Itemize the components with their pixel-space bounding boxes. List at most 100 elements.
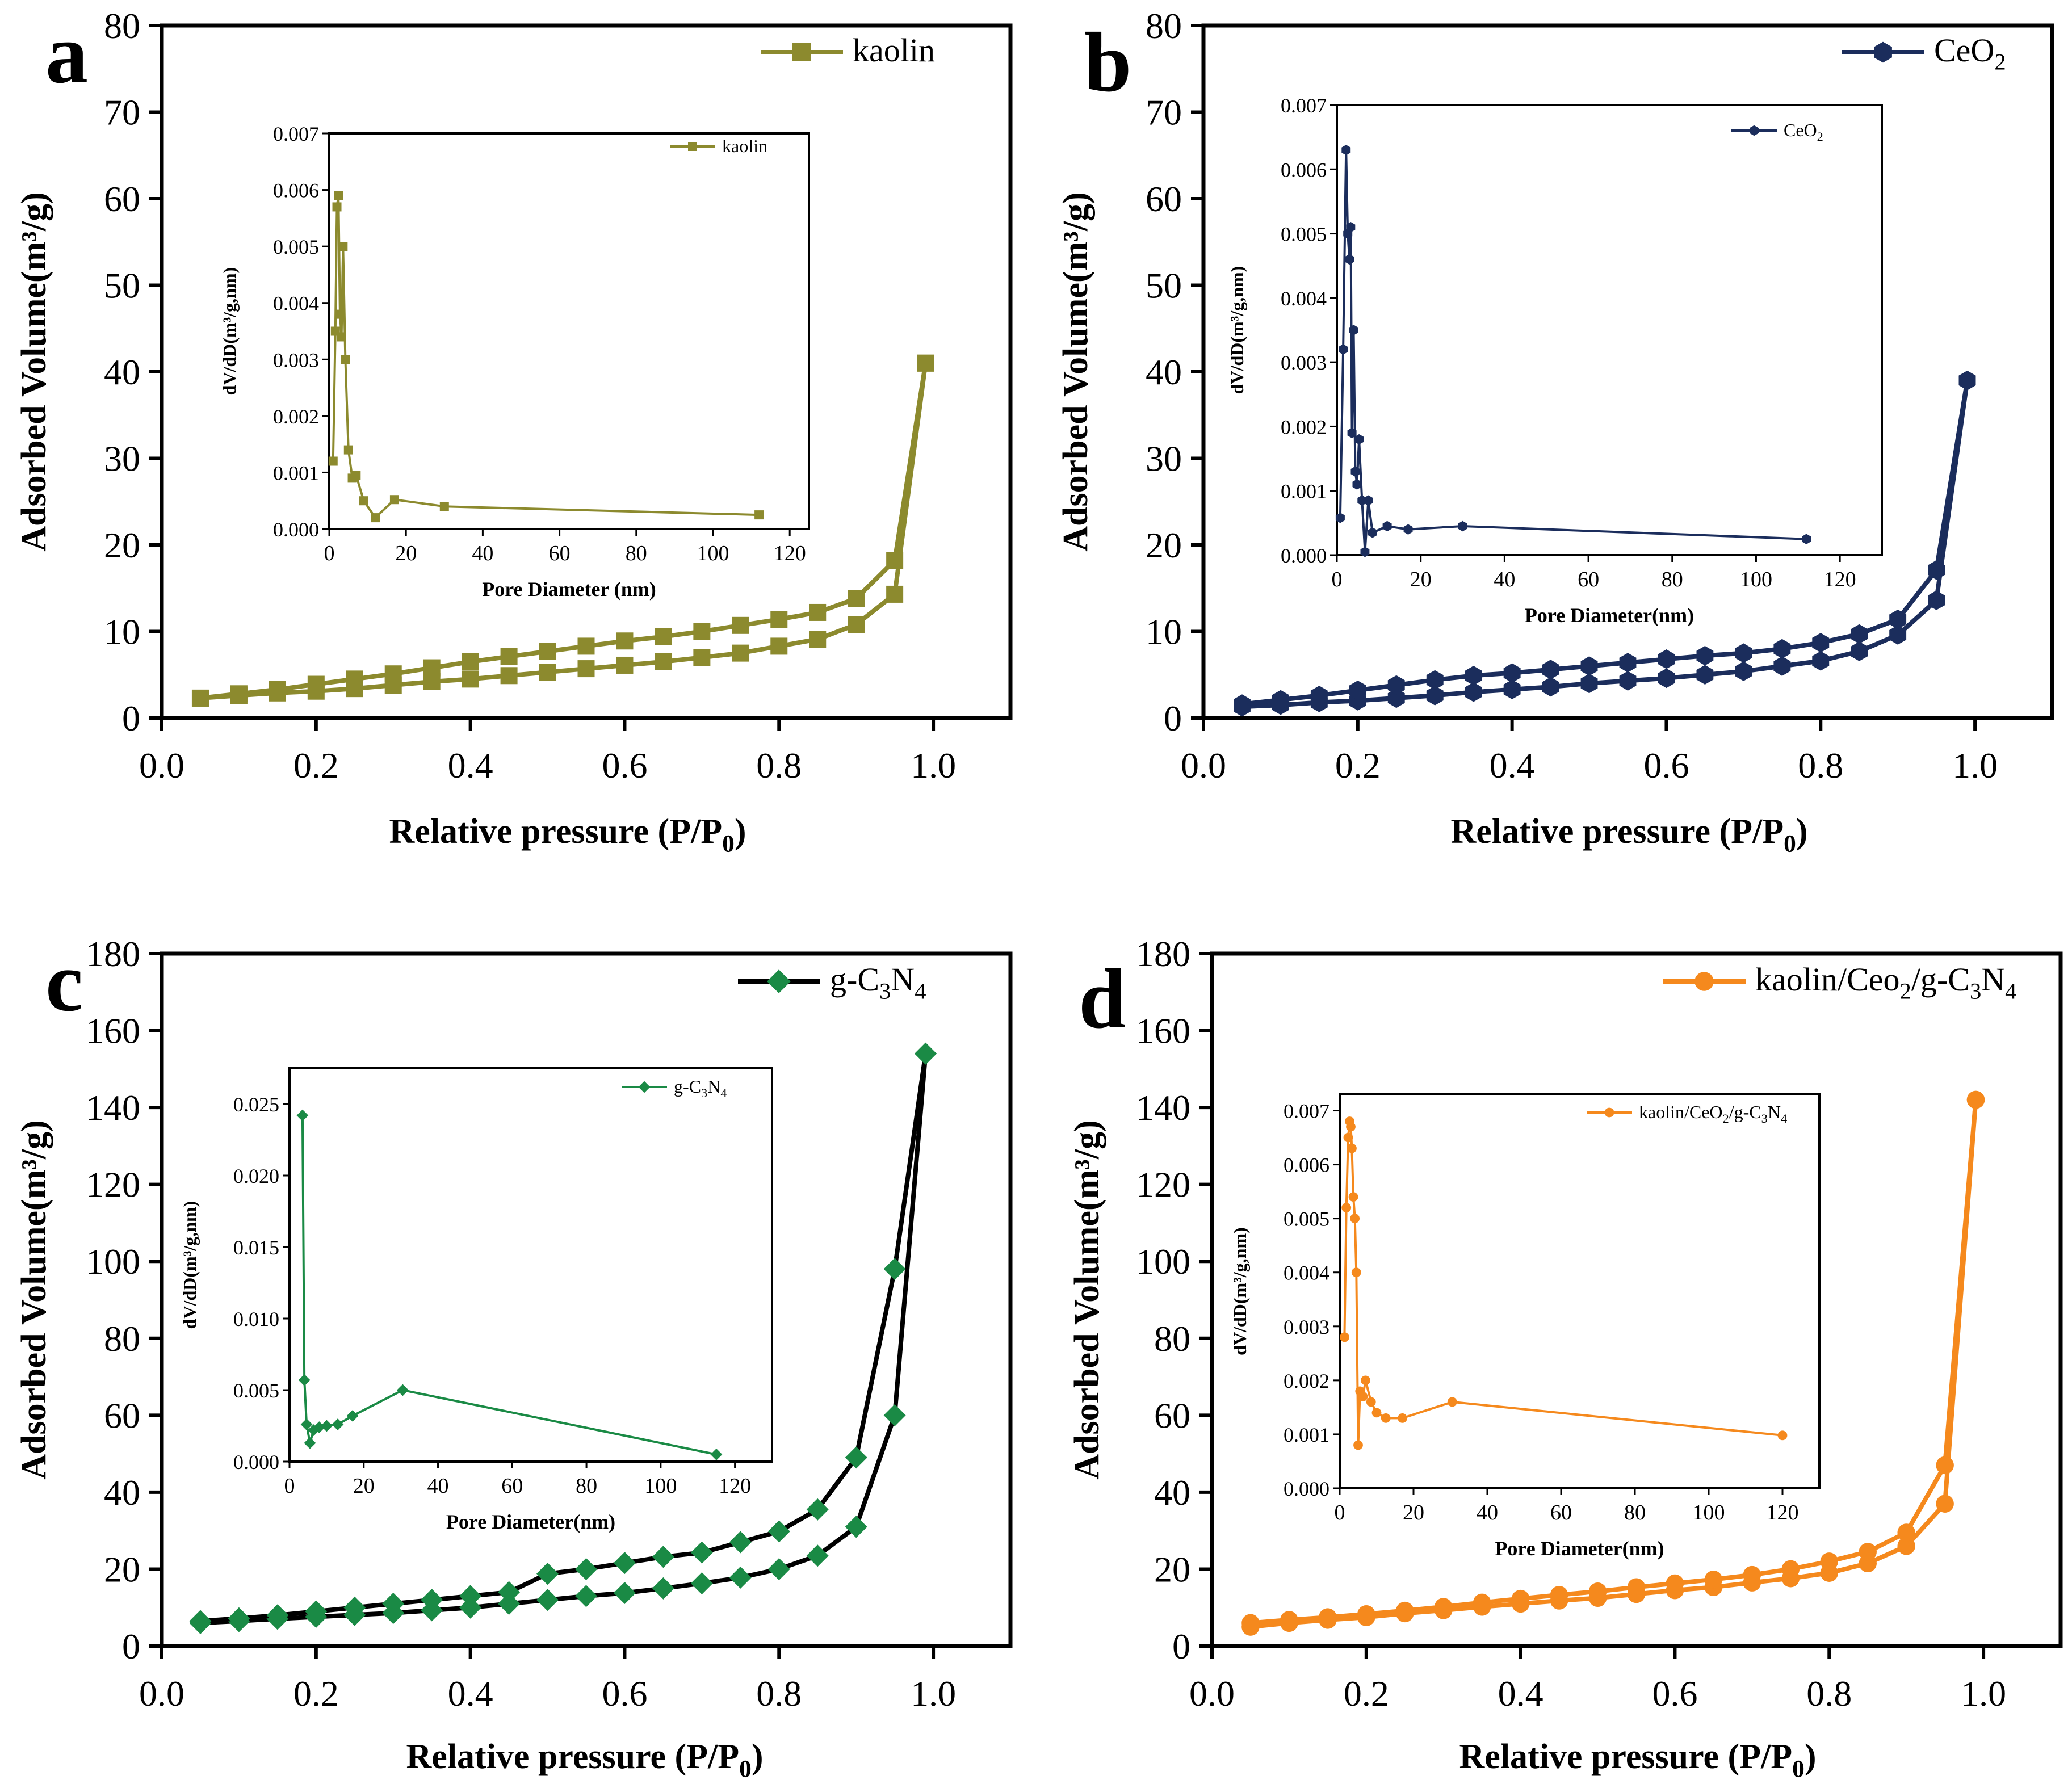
data-point	[886, 552, 904, 569]
data-point	[845, 1446, 867, 1469]
inset-data-point	[304, 1437, 316, 1449]
inset-data-point	[346, 1409, 359, 1422]
inset-y-tick-label: 0.007	[1284, 1100, 1329, 1123]
data-point	[1812, 651, 1830, 671]
data-point	[690, 1572, 713, 1595]
inset-data-point	[334, 191, 343, 200]
y-tick-label: 30	[1146, 439, 1182, 479]
inset-data-point	[1348, 1192, 1358, 1202]
data-point	[423, 659, 441, 677]
data-point	[191, 689, 209, 707]
data-point	[1580, 673, 1598, 694]
text-run: kaolin	[853, 32, 935, 69]
x-tick-label: 0.4	[448, 1673, 493, 1714]
inset-x-axis-label: Pore Diameter(nm)	[1495, 1537, 1664, 1560]
inset-y-tick-label: 0.002	[1284, 1370, 1329, 1392]
data-point	[845, 1516, 867, 1538]
y-tick-label: 40	[1146, 352, 1182, 392]
data-point	[693, 623, 711, 640]
y-tick-label: 120	[86, 1165, 140, 1205]
inset-x-tick-label: 100	[644, 1474, 677, 1498]
inset-b: 0 20 40 60 80 100 120 0.000 0.001 0.002 0.003 0.004…	[1227, 94, 1883, 627]
panel-a: a 0.0 0.2 0.4 0.6 0.8 1.0 0 10 20 30 40 50 60 70 80 Rela…	[15, 6, 1013, 858]
inset-y-tick-label: 0.010	[233, 1308, 279, 1330]
data-point	[1820, 1552, 1839, 1571]
text-run: N	[1981, 961, 2005, 998]
inset-x-tick-label: 80	[1624, 1501, 1646, 1525]
data-point	[1619, 671, 1637, 691]
inset-y-tick-label: 0.003	[1284, 1316, 1329, 1338]
x-tick-label: 0.8	[1806, 1673, 1852, 1714]
panel-label: b	[1084, 15, 1131, 110]
data-point	[1658, 649, 1675, 669]
inset-x-tick-label: 120	[1824, 568, 1856, 591]
data-point	[1735, 643, 1752, 663]
inset-data-point	[1347, 427, 1357, 438]
inset-data-point	[1345, 254, 1354, 265]
data-point	[1627, 1578, 1646, 1597]
text-run: g-C	[830, 961, 879, 998]
y-tick-label: 140	[86, 1088, 140, 1128]
inset-frame	[328, 132, 810, 530]
inset-data-point	[341, 355, 350, 364]
text-run: /g-C	[1911, 961, 1970, 998]
x-tick-label: 0.0	[1181, 745, 1226, 786]
inset-data-point	[1351, 1267, 1361, 1278]
inset-y-tick-label: 0.025	[233, 1093, 279, 1116]
data-point	[886, 585, 904, 603]
inset-x-tick-label: 120	[774, 542, 806, 565]
data-point	[1936, 1456, 1954, 1475]
y-tick-label: 20	[104, 1549, 140, 1589]
inset-y-tick-label: 0.005	[1284, 1208, 1329, 1231]
x-axis-label: Relative pressure (P/P0)	[406, 1737, 764, 1783]
y-tick-label: 70	[1146, 93, 1182, 133]
x-tick-label: 0.4	[1490, 745, 1535, 786]
legend-label: kaolin/Ceo2/g-C3N4	[1755, 961, 2016, 1004]
y-tick-label: 40	[1154, 1472, 1190, 1513]
x-tick-label: 0.4	[448, 745, 493, 786]
inset-x-tick-label: 0	[324, 542, 335, 565]
data-point	[806, 1544, 829, 1567]
inset-y-tick-label: 0.000	[1281, 544, 1327, 567]
x-tick-label: 0.6	[602, 1673, 647, 1714]
inset-x-axis-label: Pore Diameter(nm)	[446, 1510, 615, 1533]
inset-y-tick-label: 0.005	[1281, 223, 1327, 246]
text-run: 4	[915, 979, 926, 1004]
data-point	[1928, 590, 1945, 610]
inset-legend-label: kaolin/CeO2/g-C3N4	[1639, 1102, 1787, 1126]
y-tick-label: 10	[104, 612, 140, 652]
y-tick-label: 80	[1146, 6, 1182, 46]
y-tick-label: 80	[104, 6, 140, 46]
x-tick-label: 1.0	[1961, 1673, 2006, 1714]
inset-y-tick-label: 0.000	[273, 518, 319, 541]
data-point	[1696, 665, 1714, 685]
inset-data-point	[1354, 434, 1364, 445]
inset-data-point	[1346, 1122, 1356, 1132]
text-run: kaolin/CeO	[1639, 1102, 1723, 1122]
text-run: 2	[1723, 1111, 1729, 1126]
data-point	[1272, 690, 1289, 710]
inset-data-point	[1341, 145, 1351, 156]
data-point	[1889, 609, 1907, 629]
data-point	[1958, 371, 1976, 391]
inset-data-point	[1343, 1132, 1353, 1143]
x-tick-label: 0.8	[1798, 745, 1843, 786]
inset-x-axis-label: Pore Diameter(nm)	[1525, 604, 1694, 627]
x-tick-label: 0.2	[293, 745, 339, 786]
inset-frame	[1336, 104, 1883, 556]
data-point	[1773, 639, 1791, 659]
y-tick-label: 180	[86, 934, 140, 974]
data-point	[1280, 1611, 1298, 1629]
data-point	[616, 656, 634, 674]
text-run: )	[1796, 812, 1808, 851]
y-tick-label: 20	[1154, 1549, 1190, 1589]
inset-y-tick-label: 0.003	[273, 349, 319, 371]
text-run: 3	[701, 1086, 707, 1100]
data-point	[462, 670, 479, 688]
data-point	[1426, 670, 1444, 690]
data-point	[1851, 641, 1868, 661]
data-point	[1743, 1565, 1761, 1584]
inset-data-point	[1350, 1214, 1360, 1224]
inset-y-tick-label: 0.006	[1281, 158, 1327, 181]
text-run: 3	[879, 979, 891, 1004]
